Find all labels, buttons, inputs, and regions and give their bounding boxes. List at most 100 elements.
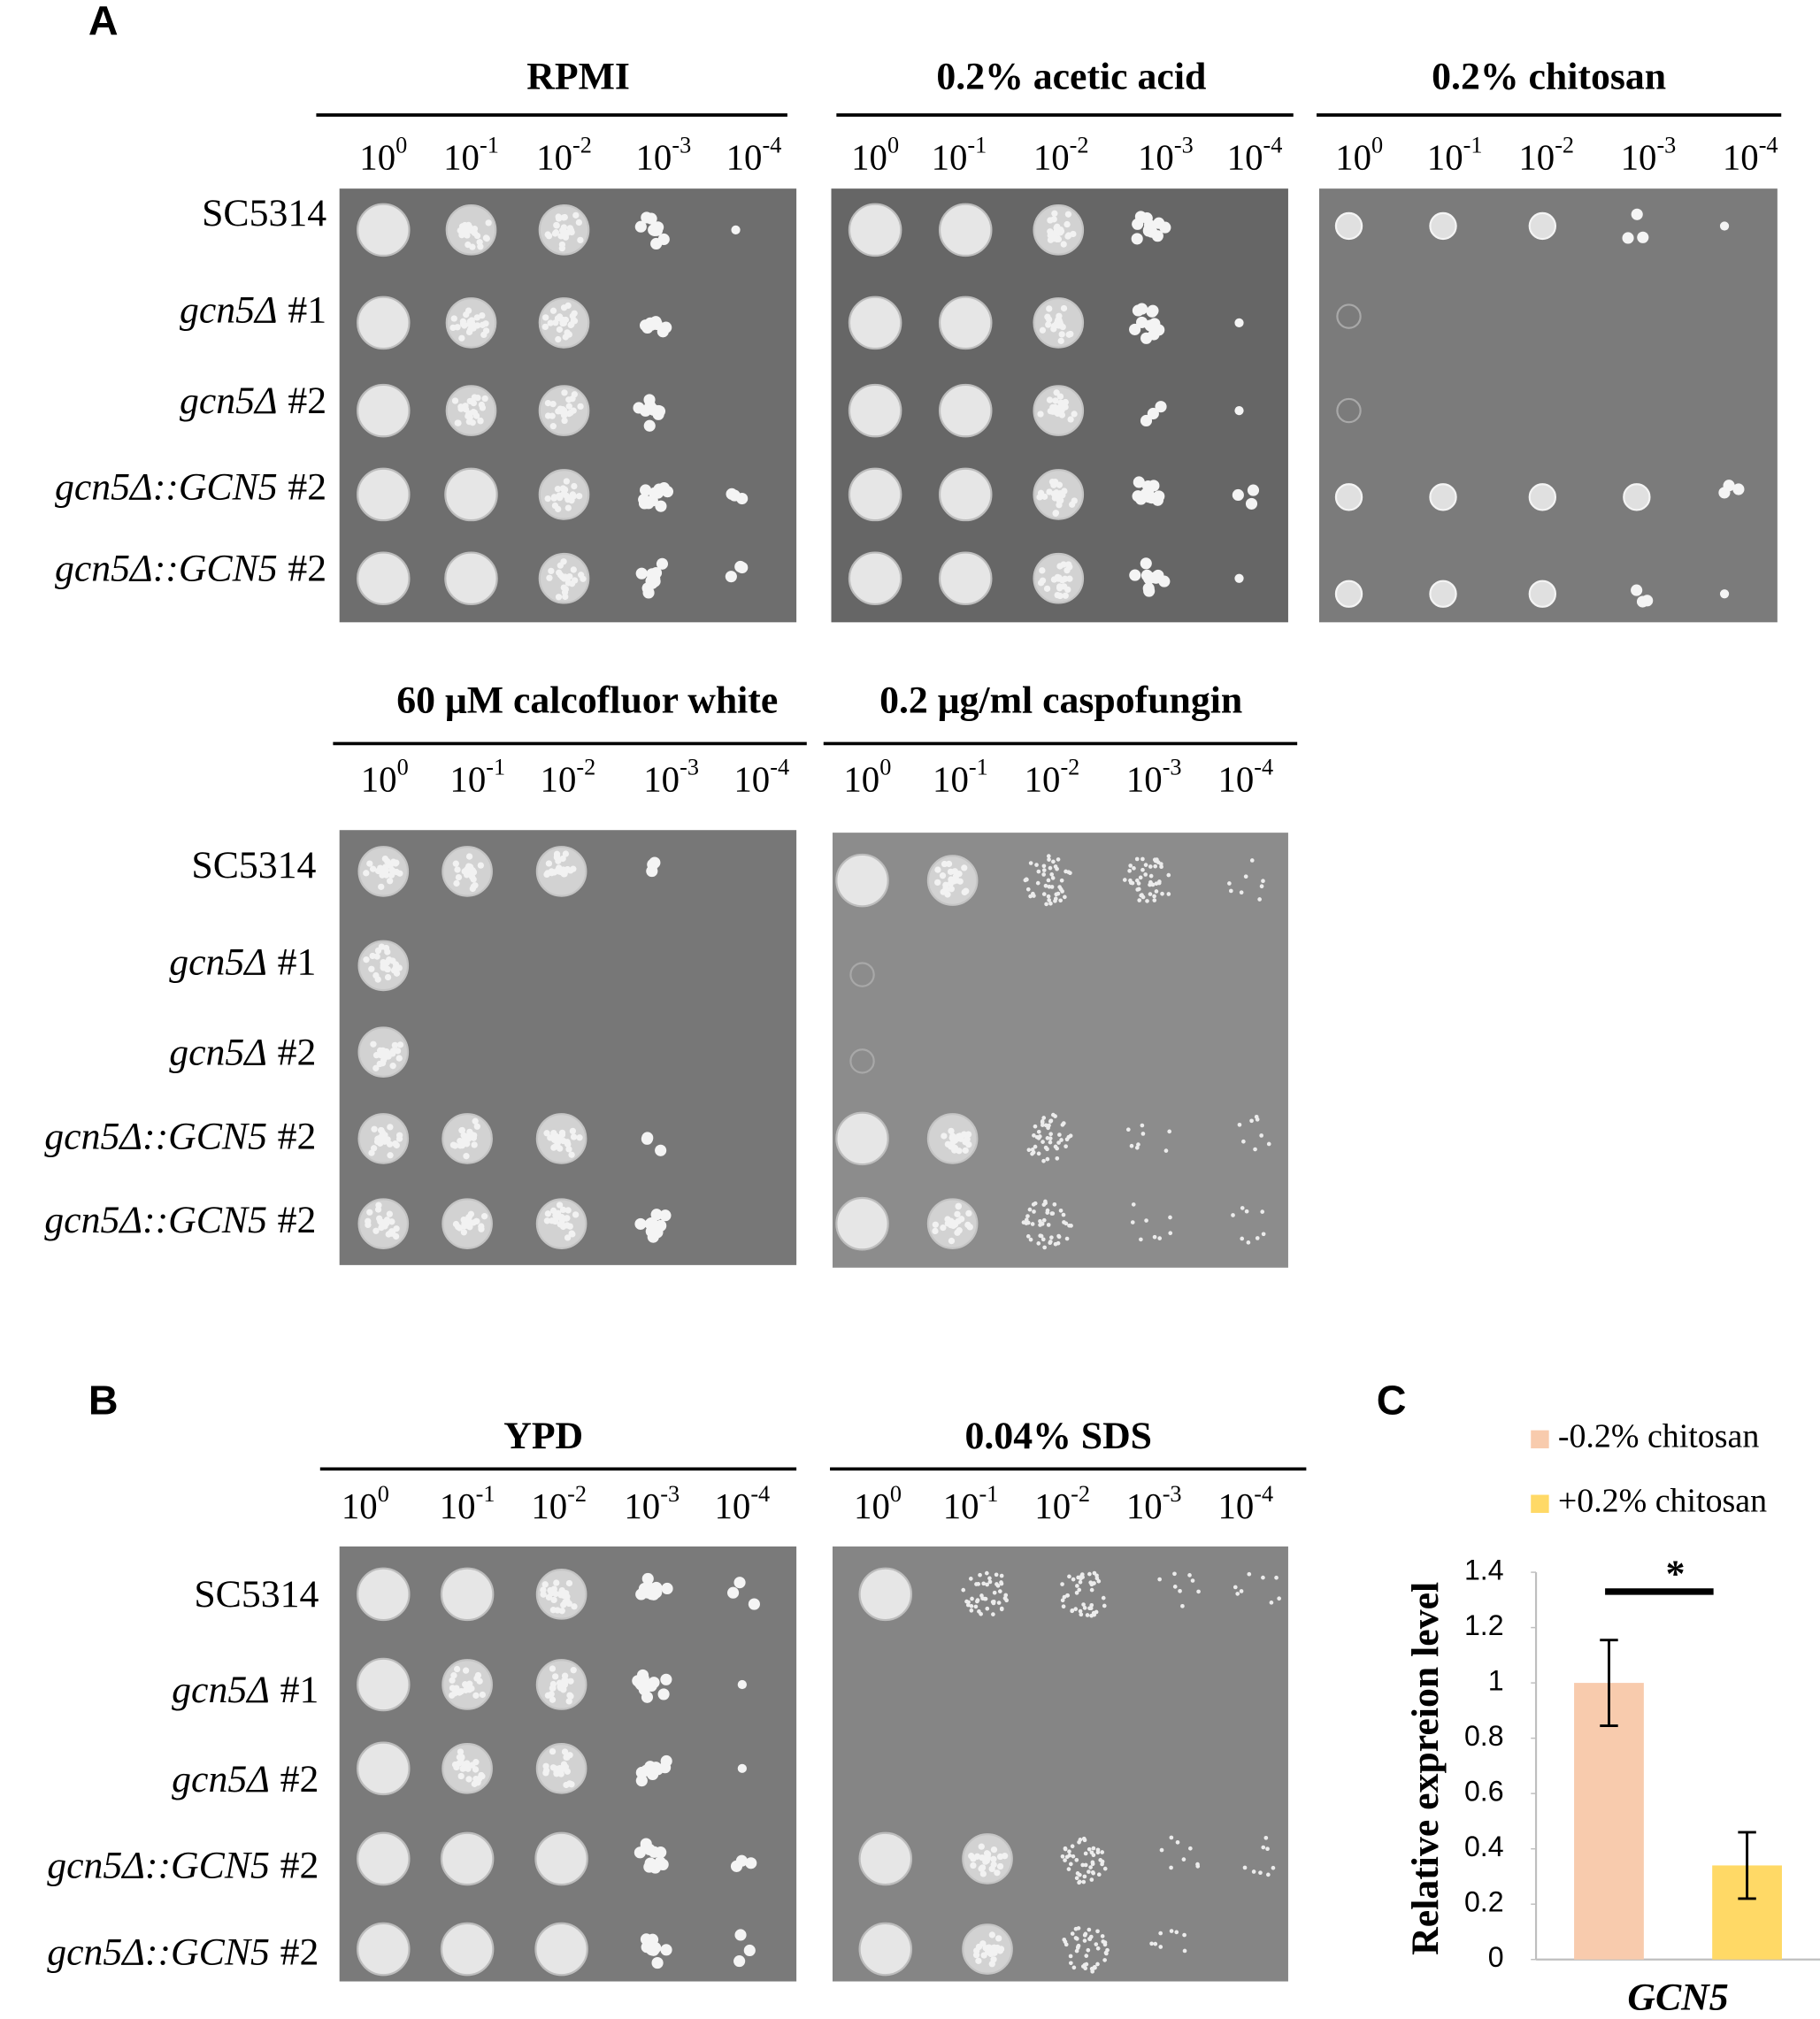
colony	[1083, 1966, 1088, 1971]
colony	[1049, 885, 1055, 889]
colony	[1528, 483, 1557, 511]
colony	[1080, 1862, 1086, 1868]
colony	[1050, 326, 1057, 333]
error-bar	[1600, 1639, 1618, 1728]
colony	[465, 412, 472, 420]
colony	[1001, 1853, 1009, 1860]
dilution-label: 10-2	[536, 133, 592, 178]
colony	[1051, 859, 1056, 864]
dilution-base: 10	[851, 138, 887, 178]
colony	[569, 1127, 577, 1135]
colony	[965, 1209, 972, 1217]
colony	[1039, 1233, 1044, 1239]
colony	[1053, 320, 1060, 327]
colony	[736, 561, 749, 574]
colony	[1028, 861, 1033, 865]
colony	[557, 1680, 564, 1687]
dilution-exponent: -2	[1555, 133, 1574, 158]
colony	[1056, 1234, 1062, 1240]
colony	[954, 1210, 961, 1217]
dilution-exponent: -1	[969, 755, 988, 780]
colony	[1078, 1838, 1083, 1842]
colony	[1249, 1118, 1254, 1124]
colony	[570, 566, 577, 573]
colony	[1087, 1927, 1092, 1932]
colony	[748, 1598, 760, 1610]
strain-clone: #2	[288, 380, 326, 422]
colony	[660, 1944, 672, 1956]
colony	[469, 1762, 476, 1769]
strain-name: gcn5Δ	[180, 380, 278, 422]
colony	[1148, 892, 1153, 896]
strain-clone: #2	[280, 1845, 319, 1887]
spot-plate	[832, 833, 1288, 1268]
colony	[1039, 567, 1046, 574]
colony	[1036, 1241, 1041, 1246]
colony	[1266, 1141, 1271, 1147]
colony	[1056, 1140, 1061, 1145]
dilution-base: 10	[1126, 1486, 1163, 1526]
colony	[357, 551, 411, 606]
colony	[1089, 1587, 1094, 1593]
colony	[561, 417, 568, 425]
colony	[727, 1586, 740, 1599]
colony	[561, 389, 568, 396]
colony	[365, 1221, 372, 1229]
colony	[470, 325, 477, 332]
colony	[471, 1141, 478, 1148]
colony	[1129, 323, 1141, 335]
colony	[479, 321, 487, 328]
colony	[1091, 1846, 1096, 1851]
colony	[386, 1210, 393, 1217]
colony	[550, 1134, 558, 1141]
colony	[556, 868, 563, 875]
colony	[555, 335, 562, 343]
colony	[731, 225, 741, 234]
dilution-exponent: -4	[1254, 1481, 1273, 1507]
colony	[1087, 1606, 1092, 1611]
colony	[1060, 241, 1067, 248]
colony	[1158, 1945, 1163, 1949]
colony	[373, 1138, 381, 1146]
legend-label: +0.2% chitosan	[1558, 1482, 1767, 1519]
colony	[366, 1209, 373, 1216]
colony	[567, 226, 575, 234]
y-tick-label: 0.2	[1464, 1886, 1504, 1918]
plate	[832, 833, 1288, 1268]
colony	[996, 1947, 1004, 1954]
colony	[1048, 1140, 1053, 1145]
colony	[557, 1589, 565, 1597]
colony	[391, 1041, 399, 1049]
strain-clone: #2	[278, 1032, 317, 1074]
dilution-base: 10	[854, 1486, 890, 1526]
strain-label: gcn5Δ::GCN5 #2	[55, 466, 326, 509]
colony	[1092, 1570, 1097, 1576]
colony	[568, 1151, 575, 1158]
dilution-label: 10-1	[943, 1481, 999, 1526]
colony	[455, 419, 462, 426]
colony	[934, 879, 941, 887]
strain-label: gcn5Δ #1	[180, 289, 326, 332]
colony	[1055, 235, 1063, 243]
colony	[386, 956, 393, 963]
colony	[1143, 585, 1156, 597]
colony	[1130, 1220, 1135, 1224]
colony	[562, 850, 570, 857]
colony	[973, 1853, 981, 1860]
colony	[1269, 1601, 1274, 1605]
colony	[1100, 1934, 1105, 1938]
colony	[570, 865, 577, 872]
colony	[1140, 856, 1145, 862]
dilution-base: 10	[440, 1486, 476, 1526]
colony	[1134, 878, 1140, 883]
colony	[1143, 863, 1148, 867]
strain-clone: #1	[288, 289, 326, 332]
colony	[932, 1221, 939, 1228]
colony	[643, 419, 656, 432]
colony	[1048, 901, 1053, 906]
colony	[553, 850, 561, 857]
colony	[635, 1588, 648, 1601]
colony	[1060, 304, 1068, 312]
colony	[1069, 1961, 1073, 1966]
colony	[377, 864, 384, 871]
